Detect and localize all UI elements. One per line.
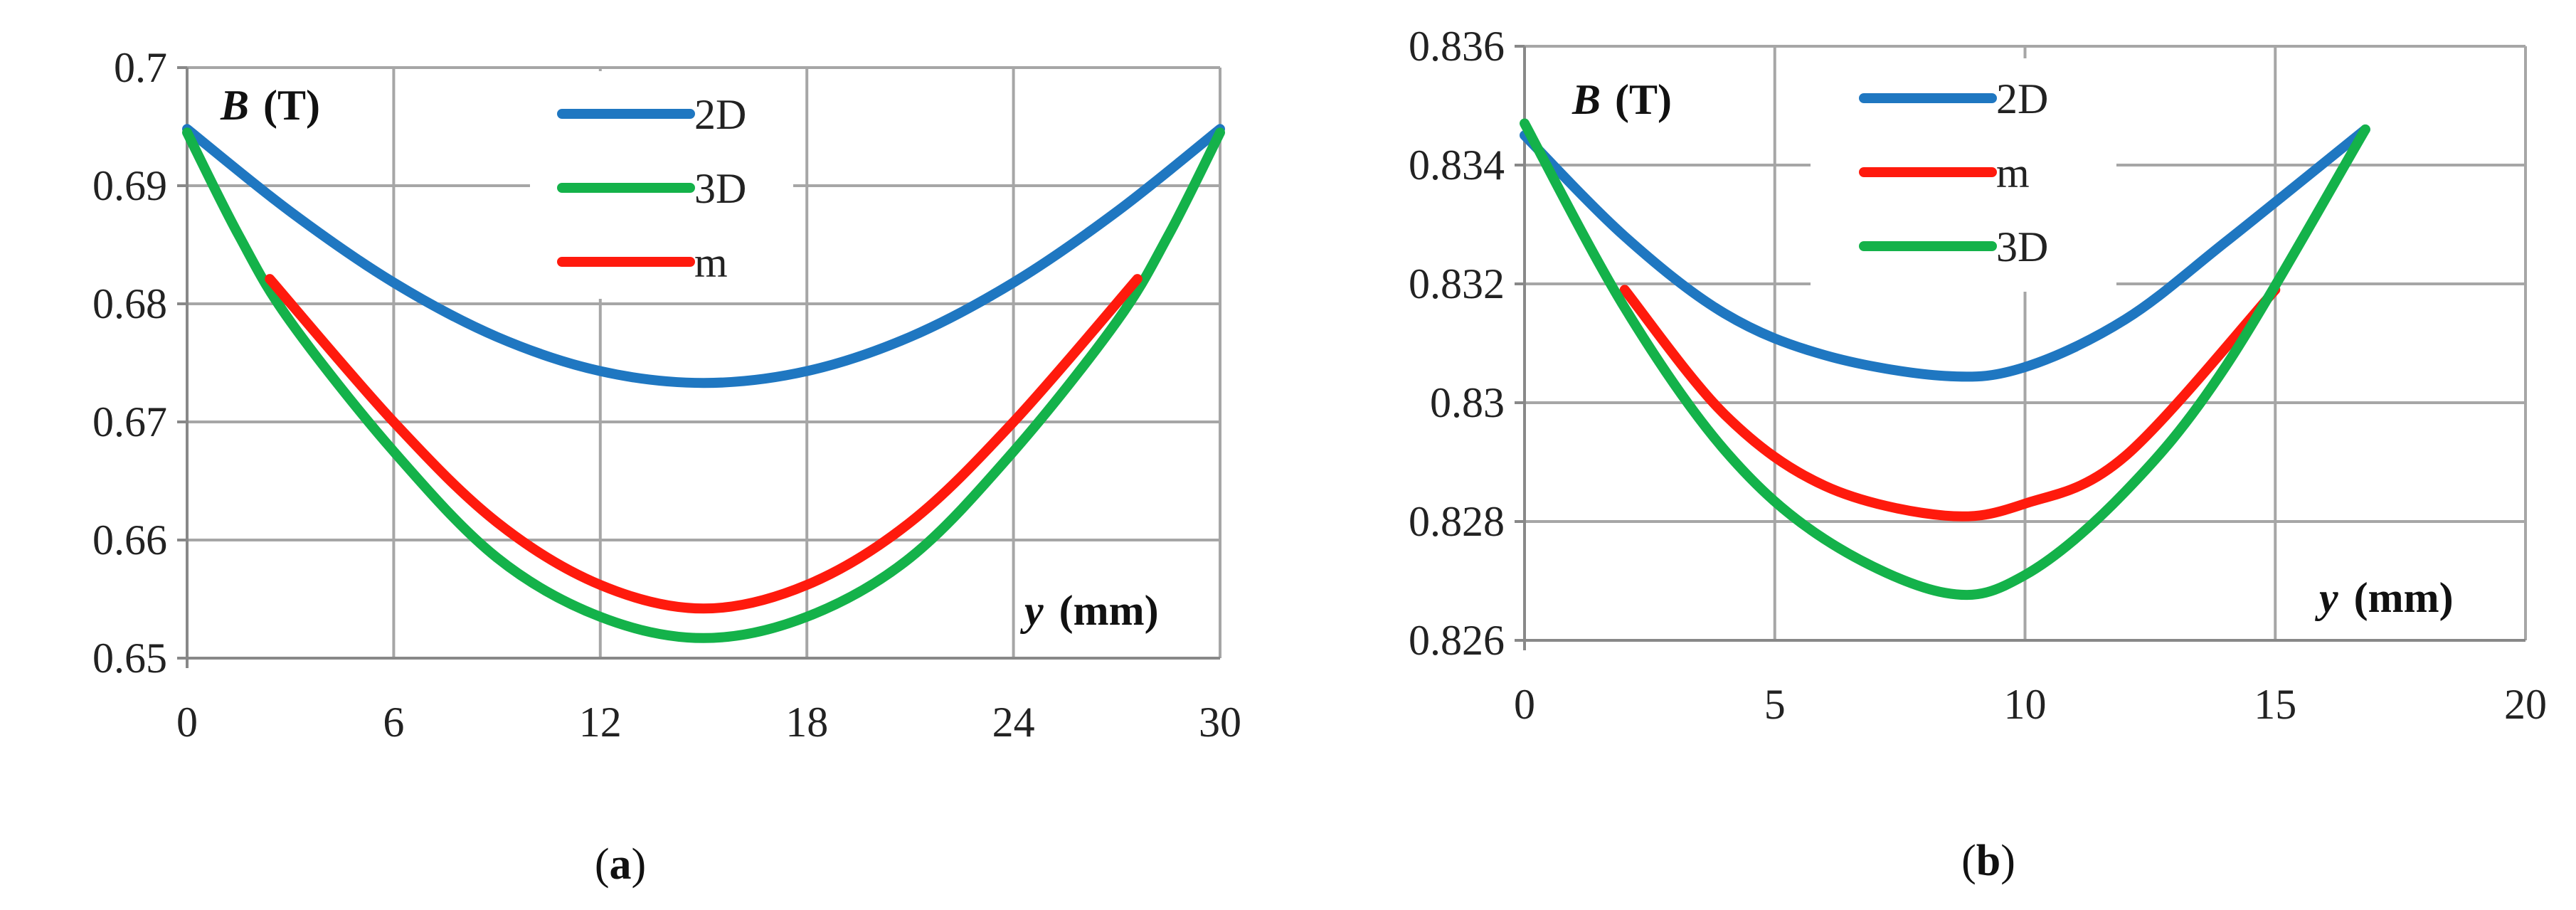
x-tick-label-1: 5 (1764, 681, 1786, 728)
series-line-m (1619, 285, 2281, 522)
y-tick-label-4: 0.69 (92, 162, 167, 209)
x-tick-label-4: 24 (992, 699, 1035, 746)
panel-caption: (b) (1961, 837, 2015, 885)
y-axis-label: B (T) (1571, 76, 1672, 123)
y-tick-label-2: 0.67 (92, 398, 167, 445)
y-tick-label-1: 0.66 (92, 517, 167, 564)
y-axis-label-variable: B (1571, 76, 1601, 123)
x-tick-label-3: 18 (785, 699, 828, 746)
y-axis-label-unit: (T) (263, 82, 320, 129)
x-axis-label-variable: y (2315, 574, 2338, 621)
legend-label-m: m (1996, 149, 2030, 196)
y-tick-label-5: 0.7 (114, 44, 167, 91)
y-tick-label-1: 0.828 (1409, 498, 1505, 545)
x-tick-label-5: 30 (1199, 699, 1241, 746)
x-tick-label-1: 6 (383, 699, 404, 746)
caption-letter: b (1976, 837, 2000, 885)
x-axis-label-unit: (mm) (2354, 574, 2454, 621)
legend-label-2d: 2D (694, 91, 746, 138)
chart-panel-b: 0 5 10 15 20 0.826 0.828 0.83 0.832 0.834 0.836 B (T… (1409, 23, 2547, 885)
x-tick-label-0: 0 (1514, 681, 1535, 728)
y-tick-label-2: 0.83 (1430, 379, 1505, 426)
y-tick-label-4: 0.834 (1409, 142, 1505, 189)
x-axis-label-variable: y (1020, 587, 1044, 634)
series-line-2d (182, 124, 1225, 388)
x-tick-label-2: 12 (579, 699, 622, 746)
y-tick-label-0: 0.826 (1409, 617, 1505, 664)
y-axis-label-unit: (T) (1615, 76, 1672, 123)
caption-close-paren: ) (632, 840, 647, 889)
y-tick-label-3: 0.832 (1409, 260, 1505, 307)
panel-caption: (a) (595, 840, 646, 889)
legend-label-3d: 3D (694, 165, 746, 212)
series-line-3d (182, 127, 1225, 643)
legend-label-2d: 2D (1996, 75, 2048, 122)
x-tick-label-3: 15 (2254, 681, 2296, 728)
x-tick-label-0: 0 (176, 699, 198, 746)
caption-letter: a (610, 840, 632, 889)
series-line-2d (1520, 124, 2370, 382)
y-tick-label-3: 0.68 (92, 280, 167, 327)
x-axis-label-unit: (mm) (1059, 587, 1159, 634)
x-tick-label-2: 10 (2004, 681, 2047, 728)
series-line-3d (1520, 118, 2370, 601)
y-tick-label-5: 0.836 (1409, 23, 1505, 70)
caption-open-paren: ( (1961, 837, 1976, 885)
y-tick-label-0: 0.65 (92, 635, 167, 682)
x-axis-label: y (mm) (1020, 587, 1159, 634)
caption-close-paren: ) (2000, 837, 2015, 885)
legend-label-m: m (694, 239, 728, 286)
x-axis-label: y (mm) (2315, 574, 2454, 621)
x-tick-label-4: 20 (2504, 681, 2547, 728)
caption-open-paren: ( (595, 840, 610, 889)
y-axis-label-variable: B (220, 82, 249, 129)
legend-label-3d: 3D (1996, 223, 2048, 270)
y-axis-label: B (T) (220, 82, 320, 129)
series-line-m (265, 274, 1143, 614)
chart-panel-a: 0 6 12 18 24 300.650.660.670.680.690.7B (T)y (m… (92, 44, 1241, 889)
